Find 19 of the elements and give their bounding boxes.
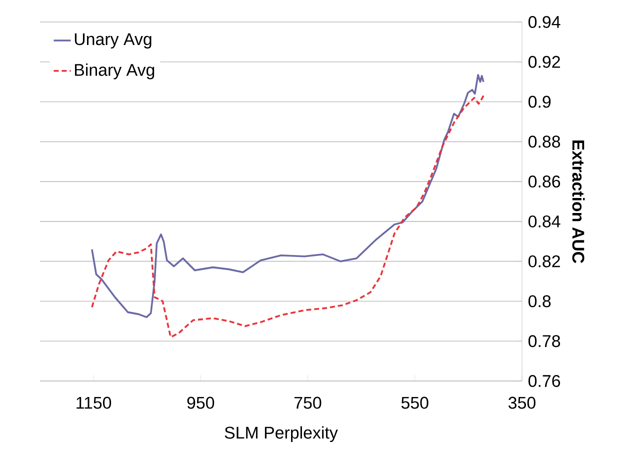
x-tick-label: 950 — [187, 396, 214, 409]
x-tick-label: 550 — [401, 396, 428, 409]
x-tick-label: 1150 — [76, 396, 112, 409]
x-tick-label: 350 — [508, 396, 536, 409]
x-axis-title: SLM Perplexity — [224, 426, 338, 442]
y-tick-label: 0.78 — [528, 335, 560, 348]
legend-label: Binary Avg — [75, 64, 154, 80]
y-tick-label: 0.86 — [528, 176, 560, 188]
y-tick-label: 0.84 — [528, 215, 560, 228]
y-tick-label: 0.9 — [528, 96, 551, 108]
y-tick-label: 0.76 — [528, 375, 560, 388]
y-axis-title: Extraction AUC — [572, 140, 585, 264]
legend-label: Unary Avg — [74, 33, 152, 49]
x-tick-label: 750 — [294, 396, 322, 409]
y-tick-label: 0.82 — [528, 255, 560, 268]
y-tick-label: 0.88 — [528, 136, 560, 148]
y-tick-label: 0.94 — [528, 16, 560, 28]
y-tick-label: 0.8 — [528, 295, 551, 308]
y-tick-label: 0.92 — [528, 56, 560, 68]
